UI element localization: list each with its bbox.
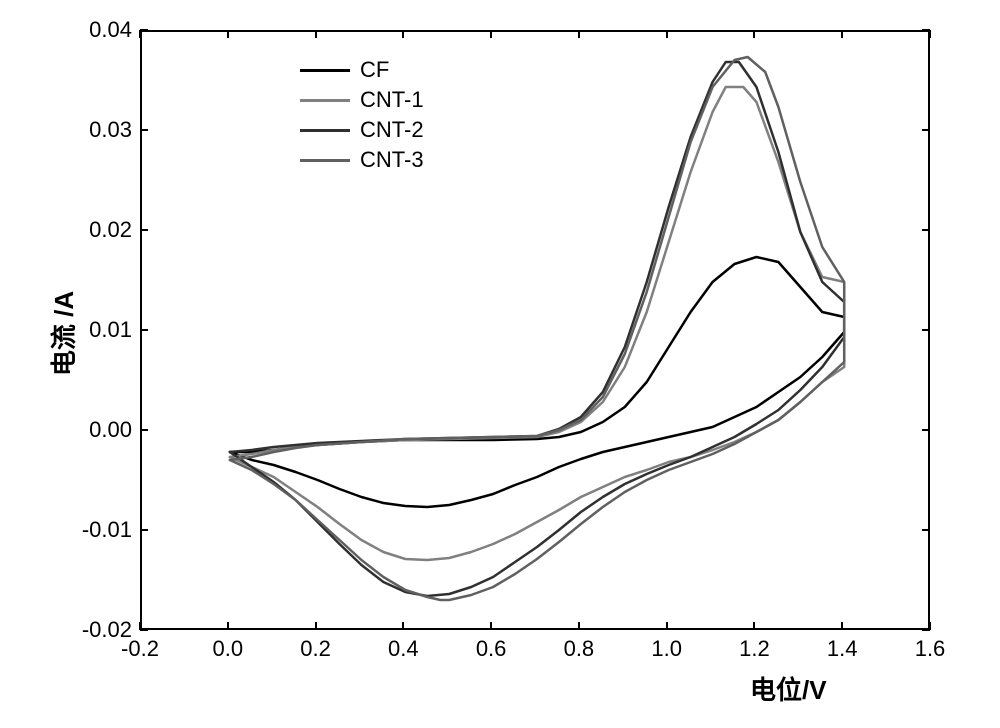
x-tick-top [929,30,931,38]
x-tick-label: 1.6 [915,636,946,662]
x-tick-label: 1.0 [651,636,682,662]
legend-label: CNT-3 [360,147,424,173]
y-tick [140,29,148,31]
legend-item: CNT-3 [300,145,424,175]
legend-swatch [300,99,350,102]
x-tick-label: 0.4 [388,636,419,662]
y-tick-label: 0.02 [89,217,132,243]
legend-item: CF [300,55,424,85]
x-tick-label: 0.8 [564,636,595,662]
y-axis-label: 电流 /A [44,291,81,376]
x-tick-top [578,30,580,38]
x-tick-top [139,30,141,38]
y-tick-label: 0.01 [89,317,132,343]
y-tick-label: -0.02 [82,617,132,643]
x-tick [315,622,317,630]
x-tick-top [315,30,317,38]
y-tick-right [922,529,930,531]
y-tick-label: -0.01 [82,517,132,543]
x-tick-label: 1.2 [739,636,770,662]
y-tick-right [922,629,930,631]
x-tick-top [753,30,755,38]
cv-figure: 电流 /A 电位/V CFCNT-1CNT-2CNT-3 -0.20.00.20… [0,0,1000,728]
x-tick-label: 0.0 [212,636,243,662]
legend-swatch [300,69,350,72]
plot-area [140,30,930,630]
x-tick [666,622,668,630]
y-tick [140,329,148,331]
legend-label: CNT-1 [360,87,424,113]
legend-swatch [300,129,350,132]
x-tick [227,622,229,630]
y-tick-label: 0.04 [89,17,132,43]
y-tick-right [922,329,930,331]
y-tick-right [922,129,930,131]
x-tick [402,622,404,630]
cv-curves-svg [142,32,932,632]
legend-swatch [300,159,350,162]
y-tick [140,229,148,231]
x-tick-top [490,30,492,38]
x-tick-label: 0.6 [476,636,507,662]
y-tick [140,629,148,631]
legend-label: CNT-2 [360,117,424,143]
x-tick-label: 1.4 [827,636,858,662]
series-CF [230,257,844,507]
y-tick-right [922,429,930,431]
x-tick-top [841,30,843,38]
y-tick-label: 0.00 [89,417,132,443]
x-tick-top [227,30,229,38]
x-tick-label: 0.2 [300,636,331,662]
x-axis-label: 电位/V [750,670,827,707]
x-tick-top [402,30,404,38]
legend: CF CNT-1 CNT-2 CNT-3 [300,55,424,175]
y-tick [140,529,148,531]
x-tick [490,622,492,630]
legend-item: CNT-2 [300,115,424,145]
legend-label: CF [360,57,389,83]
x-tick [753,622,755,630]
y-tick [140,129,148,131]
x-tick [578,622,580,630]
y-tick-label: 0.03 [89,117,132,143]
legend-item: CNT-1 [300,85,424,115]
y-tick-right [922,29,930,31]
x-tick [841,622,843,630]
y-tick [140,429,148,431]
y-tick-right [922,229,930,231]
x-tick-top [666,30,668,38]
